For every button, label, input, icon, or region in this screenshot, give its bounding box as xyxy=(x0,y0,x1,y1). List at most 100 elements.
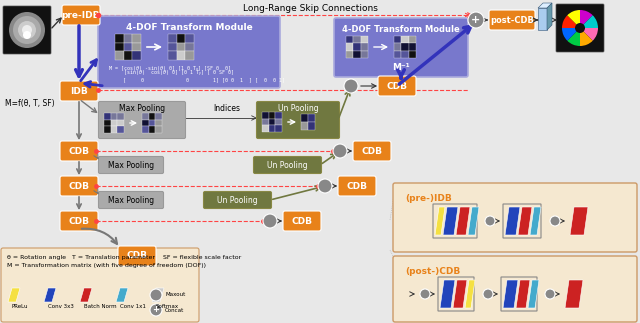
Circle shape xyxy=(150,289,162,301)
FancyBboxPatch shape xyxy=(99,192,163,209)
Wedge shape xyxy=(562,28,580,41)
Circle shape xyxy=(13,16,41,44)
Bar xyxy=(111,120,117,126)
Bar xyxy=(115,34,124,43)
Bar xyxy=(177,34,186,43)
Bar xyxy=(401,36,409,43)
Bar xyxy=(186,34,194,43)
Text: +: + xyxy=(152,306,159,315)
Bar xyxy=(401,43,409,51)
Polygon shape xyxy=(565,280,583,308)
Polygon shape xyxy=(435,207,445,235)
FancyBboxPatch shape xyxy=(556,4,604,52)
Bar xyxy=(156,113,162,120)
Bar xyxy=(409,43,416,51)
FancyBboxPatch shape xyxy=(393,183,637,252)
FancyBboxPatch shape xyxy=(3,6,51,54)
Polygon shape xyxy=(443,207,458,235)
Text: Conv 3x3: Conv 3x3 xyxy=(48,304,74,308)
Circle shape xyxy=(23,31,31,39)
Bar xyxy=(394,43,401,51)
Bar xyxy=(168,34,177,43)
Wedge shape xyxy=(580,28,598,41)
Polygon shape xyxy=(530,207,541,235)
Circle shape xyxy=(420,289,430,299)
Bar xyxy=(142,120,148,126)
Bar xyxy=(104,120,111,126)
Bar xyxy=(148,120,156,126)
Bar xyxy=(156,120,162,126)
Text: (pre-)IDB: (pre-)IDB xyxy=(405,193,452,203)
Bar xyxy=(132,43,141,51)
Bar xyxy=(394,36,401,43)
FancyBboxPatch shape xyxy=(204,192,271,209)
Circle shape xyxy=(18,21,36,39)
Bar xyxy=(275,125,282,132)
Bar xyxy=(117,113,124,120)
Circle shape xyxy=(483,289,493,299)
Circle shape xyxy=(344,79,358,93)
Bar xyxy=(115,51,124,60)
Text: Batch Norm: Batch Norm xyxy=(84,304,116,308)
Text: CDB: CDB xyxy=(68,216,90,225)
Wedge shape xyxy=(567,10,580,28)
Bar xyxy=(124,51,132,60)
Text: [sin($\theta$)  cos($\theta$) 0] [0 1 T$_y$] [ 0 SF 0]: [sin($\theta$) cos($\theta$) 0] [0 1 T$_… xyxy=(108,69,235,79)
FancyBboxPatch shape xyxy=(378,76,416,96)
Bar xyxy=(353,51,361,58)
Text: Max Pooling: Max Pooling xyxy=(108,161,154,170)
Text: CDB: CDB xyxy=(387,81,408,90)
Circle shape xyxy=(575,23,585,33)
Bar xyxy=(132,51,141,60)
Text: Indices: Indices xyxy=(214,103,241,112)
Text: CDB: CDB xyxy=(291,216,312,225)
Bar xyxy=(269,112,275,119)
Text: pre-IDB: pre-IDB xyxy=(61,11,100,19)
Polygon shape xyxy=(528,280,539,308)
Text: CDB: CDB xyxy=(346,182,367,191)
Text: CDB: CDB xyxy=(362,147,383,155)
FancyBboxPatch shape xyxy=(60,141,98,161)
Text: θ = Rotation angle   T = Translation parameter    SF = flexible scale factor: θ = Rotation angle T = Translation param… xyxy=(7,255,241,261)
Text: Max Pooling: Max Pooling xyxy=(108,195,154,204)
Polygon shape xyxy=(465,280,475,308)
Bar xyxy=(361,51,368,58)
FancyBboxPatch shape xyxy=(60,176,98,196)
Text: CDB: CDB xyxy=(127,252,147,261)
Circle shape xyxy=(468,12,484,28)
Bar xyxy=(262,125,269,132)
Circle shape xyxy=(333,144,347,158)
Bar xyxy=(394,51,401,58)
Polygon shape xyxy=(8,288,20,302)
Text: post-CDB: post-CDB xyxy=(490,16,534,25)
Wedge shape xyxy=(567,28,580,46)
Bar xyxy=(269,125,275,132)
Polygon shape xyxy=(440,280,455,308)
Text: Un Pooling: Un Pooling xyxy=(267,161,307,170)
FancyBboxPatch shape xyxy=(98,16,280,88)
Bar xyxy=(346,43,353,51)
Circle shape xyxy=(485,216,495,226)
Text: IDB: IDB xyxy=(70,87,88,96)
Bar xyxy=(301,114,308,122)
Bar xyxy=(111,126,117,133)
Circle shape xyxy=(22,25,32,35)
FancyBboxPatch shape xyxy=(334,18,468,77)
Polygon shape xyxy=(468,207,479,235)
Bar xyxy=(346,36,353,43)
FancyBboxPatch shape xyxy=(60,81,98,101)
Polygon shape xyxy=(538,3,552,8)
Text: PReLu: PReLu xyxy=(12,304,29,308)
Bar xyxy=(269,119,275,125)
Text: Softmax: Softmax xyxy=(156,304,179,308)
Text: [     0              0        1] [0 0  1  ] [  0  0 1]: [ 0 0 1] [0 0 1 ] [ 0 0 1] xyxy=(108,78,285,82)
Bar xyxy=(124,34,132,43)
Circle shape xyxy=(263,214,277,228)
Wedge shape xyxy=(580,15,598,28)
Bar xyxy=(353,43,361,51)
Circle shape xyxy=(318,179,332,193)
Bar xyxy=(186,51,194,60)
Text: CDB: CDB xyxy=(68,182,90,191)
Polygon shape xyxy=(505,207,520,235)
Bar xyxy=(308,122,315,130)
